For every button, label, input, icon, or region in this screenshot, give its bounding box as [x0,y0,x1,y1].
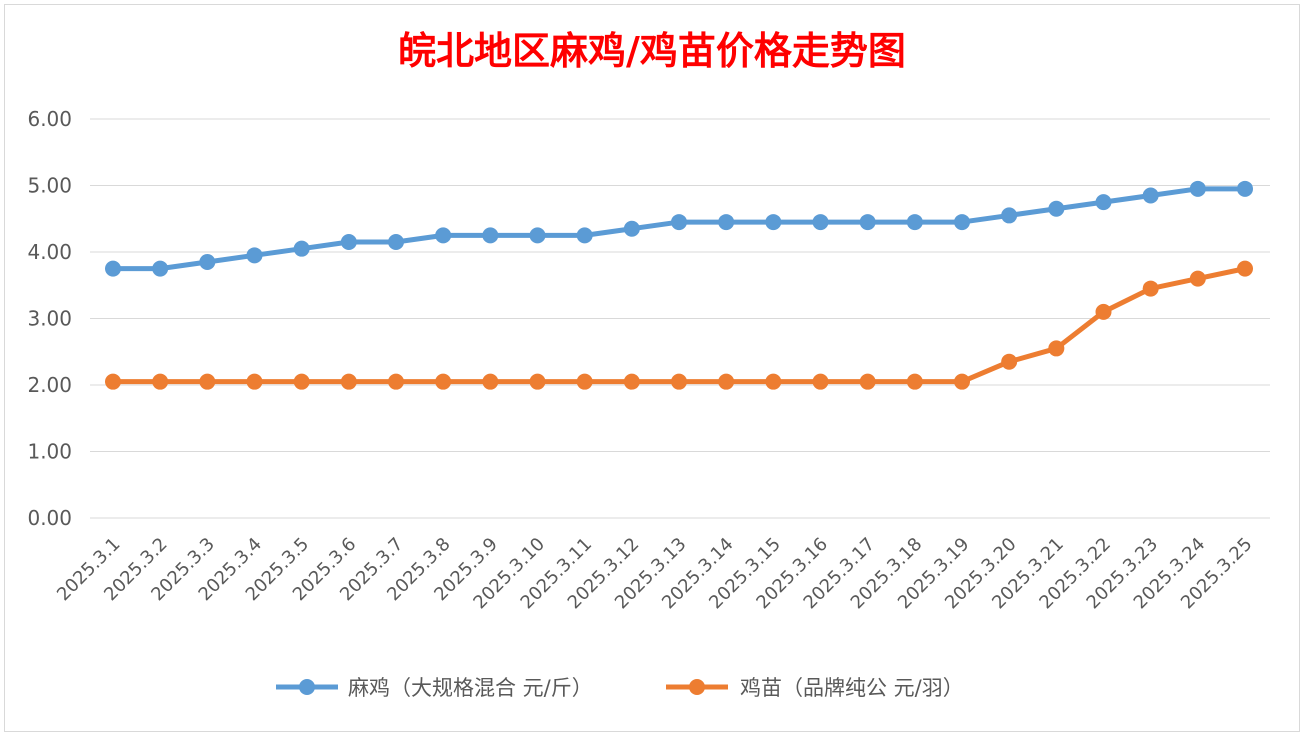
chart-border [4,4,1300,732]
series-2 [105,260,1253,390]
y-tick-label: 6.00 [27,107,72,131]
data-point [718,214,735,231]
series-lines [105,180,1253,390]
data-point [1001,207,1018,224]
data-point [576,373,593,390]
data-point [388,234,404,251]
legend-item-1: 麻鸡（大规格混合 元/斤） [276,676,593,700]
data-point [340,373,357,390]
chart-title: 皖北地区麻鸡/鸡苗价格走势图 [398,28,906,73]
data-point [199,253,216,270]
data-point [1001,353,1018,370]
data-point [246,247,263,264]
data-point [1095,194,1112,211]
legend-marker [689,679,705,695]
data-point [435,373,452,390]
data-point [765,214,782,231]
data-point [293,373,310,390]
series-1 [105,180,1253,277]
data-point [482,373,499,390]
data-point [623,373,640,390]
data-point [199,373,216,390]
legend-item-2: 鸡苗（品牌纯公 元/羽） [666,676,964,700]
y-tick-label: 3.00 [27,307,72,331]
y-tick-label: 5.00 [27,174,72,198]
data-point [1095,303,1112,320]
data-point [529,227,546,244]
data-point [906,214,923,231]
data-point [1189,270,1206,287]
data-point [105,373,121,390]
y-tick-label: 2.00 [27,373,72,397]
data-point [435,227,452,244]
data-point [482,227,499,244]
data-point [812,373,829,390]
data-point [1048,340,1065,357]
data-point [1189,180,1206,197]
data-point [1142,280,1159,297]
data-point [105,260,121,277]
data-point [906,373,923,390]
data-point [954,373,970,390]
data-point [718,373,735,390]
data-point [529,373,546,390]
data-point [576,227,593,244]
data-point [623,220,640,237]
y-axis-ticks: 0.00 1.00 2.00 3.00 4.00 5.00 6.00 [27,107,72,530]
data-point [954,214,970,231]
y-tick-label: 4.00 [27,240,72,264]
legend-label: 鸡苗（品牌纯公 元/羽） [740,676,964,700]
data-point [246,373,263,390]
data-point [388,373,404,390]
data-point [1048,200,1065,217]
data-point [293,240,310,257]
data-point [671,214,687,231]
y-tick-label: 1.00 [27,440,72,464]
legend-label: 麻鸡（大规格混合 元/斤） [348,676,593,700]
data-point [1237,180,1253,197]
legend-marker [299,679,315,695]
data-point [859,214,876,231]
data-point [671,373,687,390]
data-point [1142,187,1159,204]
data-point [812,214,829,231]
data-point [765,373,782,390]
data-point [152,373,169,390]
legend: 麻鸡（大规格混合 元/斤） 鸡苗（品牌纯公 元/羽） [276,676,964,700]
data-point [340,234,357,251]
data-point [859,373,876,390]
y-tick-label: 0.00 [27,506,72,530]
data-point [152,260,169,277]
data-point [1237,260,1253,277]
